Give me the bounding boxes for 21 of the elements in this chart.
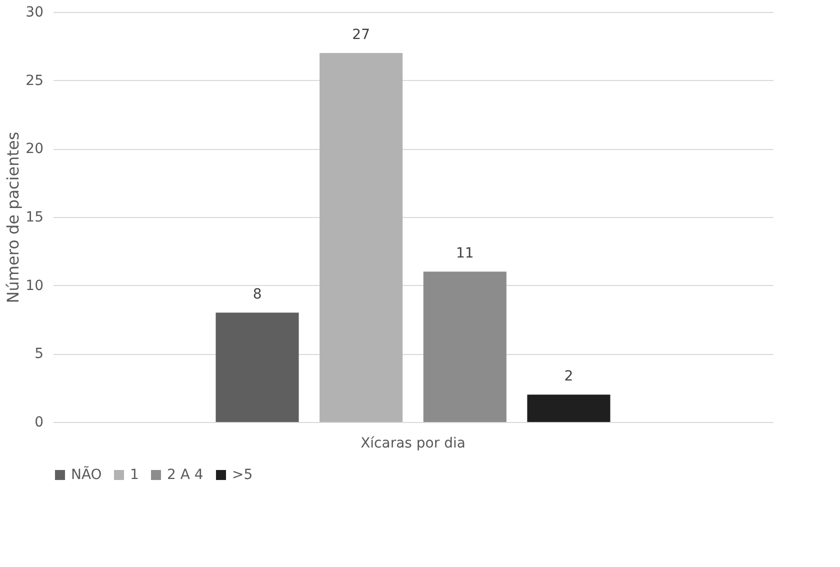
data-label: 11 [456,246,474,262]
bar [216,312,299,422]
legend-label: >5 [232,467,253,483]
y-axis-title: Número de pacientes [4,132,23,304]
y-tick-label: 5 [34,346,44,362]
legend-label: 2 A 4 [167,467,204,483]
data-label: 8 [252,286,262,303]
y-tick-label: 25 [26,72,44,89]
y-tick-label: 20 [26,141,44,158]
bar [320,53,403,422]
y-tick-label: 15 [26,210,44,226]
y-tick-label: 10 [26,278,44,294]
legend-label: 1 [130,467,139,483]
x-tick-label: Xícaras por dia [360,436,466,452]
bar [423,272,506,422]
y-tick-label: 30 [26,4,44,20]
legend-label: NÃO [71,466,102,483]
y-tick-label: 0 [34,414,44,430]
data-label: 2 [564,368,574,385]
bar [527,394,610,422]
data-label: 27 [352,27,370,43]
